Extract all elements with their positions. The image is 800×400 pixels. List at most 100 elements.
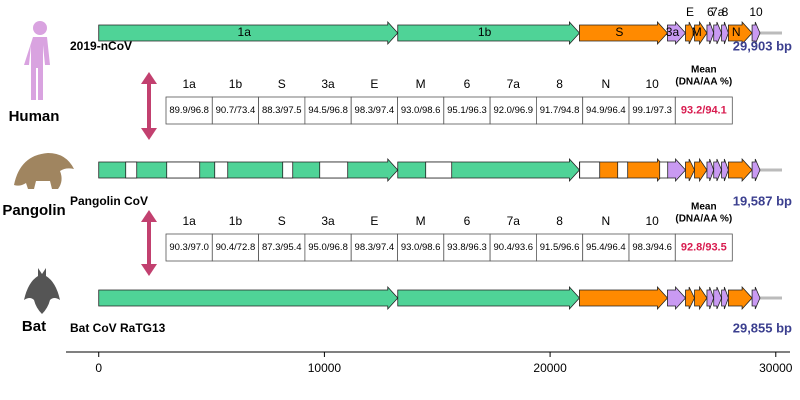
track-name: Bat CoV RaTG13 (70, 321, 166, 335)
gene-arrow (397, 20, 580, 46)
x-tick-label: 30000 (759, 361, 793, 375)
identity-value: 91.7/94.8 (540, 105, 580, 116)
column-header: 8 (556, 214, 563, 228)
mean-value: 93.2/94.1 (681, 104, 727, 116)
gene-label: 1b (478, 25, 492, 39)
column-header: S (278, 77, 286, 91)
table-cell (165, 233, 213, 262)
column-header: 10 (645, 214, 659, 228)
gene-arrow (706, 158, 715, 182)
gene-arrow (98, 157, 399, 183)
gene-arrow (685, 21, 695, 45)
table-cell (443, 96, 491, 125)
gene-arrow (667, 20, 687, 46)
genome-length: 29,855 bp (733, 320, 792, 335)
gene-arrow (751, 158, 761, 182)
column-header: E (370, 214, 378, 228)
table-cell (211, 96, 260, 125)
column-header: 1a (182, 214, 196, 228)
gene-arrow (751, 286, 761, 310)
identity-value: 99.1/97.3 (632, 105, 672, 116)
table-cell (582, 96, 630, 125)
gene-arrow (685, 286, 695, 310)
gene-label: S (615, 25, 623, 39)
gene-label: E (686, 5, 694, 19)
missing-region (659, 161, 669, 179)
gene-arrow (397, 157, 580, 183)
column-header: M (416, 77, 426, 91)
identity-value: 94.9/96.4 (586, 105, 626, 116)
missing-region (282, 161, 294, 179)
missing-region (319, 161, 349, 179)
missing-region (617, 161, 629, 179)
identity-value: 92.0/96.9 (493, 105, 533, 116)
missing-region (125, 161, 138, 179)
table-cell (582, 233, 630, 262)
column-header: 3a (321, 214, 335, 228)
gene-arrow (721, 158, 729, 182)
table-cell (674, 233, 733, 262)
mean-header: Mean (691, 65, 717, 76)
column-header: 1b (229, 77, 243, 91)
identity-value: 88.3/97.5 (262, 105, 302, 116)
gene-arrow (579, 285, 668, 311)
identity-value: 90.7/73.4 (216, 105, 256, 116)
mean-value: 92.8/93.5 (681, 241, 727, 253)
x-tick-label: 20000 (533, 361, 567, 375)
gene-label: 6 (707, 5, 714, 19)
column-header: 7a (507, 214, 521, 228)
identity-value: 90.3/97.0 (169, 242, 209, 253)
gene-arrow (579, 20, 668, 46)
gene-arrow (706, 21, 715, 45)
table-cell (536, 96, 584, 125)
column-header: 1a (182, 77, 196, 91)
identity-value: 90.4/72.8 (216, 242, 256, 253)
gene-arrow (721, 286, 729, 310)
table-cell (536, 233, 584, 262)
table-cell (397, 96, 445, 125)
column-header: E (370, 77, 378, 91)
genome-length: 29,903 bp (733, 38, 792, 53)
identity-value: 87.3/95.4 (262, 242, 302, 253)
track-name: Pangolin CoV (70, 194, 148, 208)
identity-value: 89.9/96.8 (169, 105, 209, 116)
human-icon (24, 21, 50, 100)
gene-label: 1a (238, 25, 252, 39)
identity-value: 93.0/98.6 (401, 105, 441, 116)
gene-arrow (98, 20, 399, 46)
missing-region (214, 161, 229, 179)
column-header: 1b (229, 214, 243, 228)
gene-arrow (98, 285, 399, 311)
table-cell (628, 233, 676, 262)
column-header: 3a (321, 77, 335, 91)
gene-arrow (397, 285, 580, 311)
gene-arrow (751, 21, 761, 45)
gene-arrow (694, 285, 708, 311)
gene-arrow (694, 20, 708, 46)
gene-label: 7a (711, 5, 725, 19)
table-cell (211, 233, 260, 262)
gene-label: 10 (749, 5, 763, 19)
gene-label: 8 (722, 5, 729, 19)
gene-arrow (713, 158, 723, 182)
missing-region (166, 161, 201, 179)
missing-region (579, 161, 601, 179)
table-cell (304, 96, 352, 125)
genome-length: 19,587 bp (733, 193, 792, 208)
comparison-arrow (141, 72, 157, 276)
table-cell (443, 233, 491, 262)
table-cell (397, 233, 445, 262)
identity-value: 93.0/98.6 (401, 242, 441, 253)
missing-region (425, 161, 453, 179)
table-cell (674, 96, 733, 125)
gene-arrow (727, 157, 753, 183)
gene-arrow (667, 157, 687, 183)
track-name: 2019-nCoV (70, 39, 132, 53)
identity-value: 98.3/97.4 (355, 105, 395, 116)
pangolin-icon (14, 153, 74, 189)
column-header: 6 (464, 214, 471, 228)
gene-arrow (706, 286, 715, 310)
gene-arrow (667, 285, 687, 311)
identity-value: 98.3/97.4 (355, 242, 395, 253)
